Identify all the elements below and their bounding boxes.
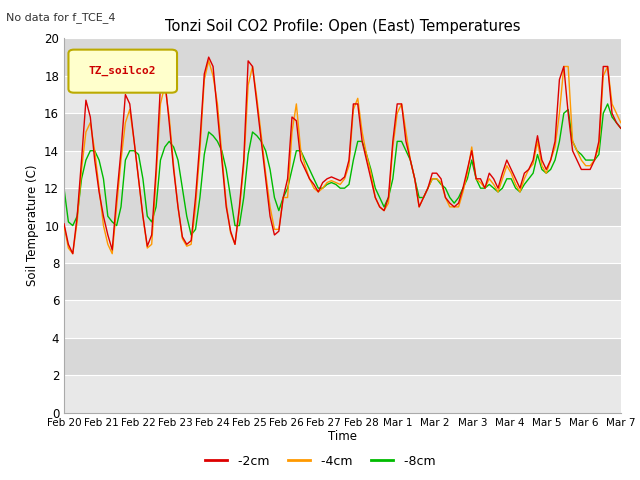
Text: No data for f_TCE_4: No data for f_TCE_4: [6, 12, 116, 23]
Legend:  -2cm,  -4cm,  -8cm: -2cm, -4cm, -8cm: [200, 450, 440, 473]
Bar: [64, 188, 621, 226]
Bar: [64, 151, 621, 188]
Bar: [64, 375, 621, 413]
Bar: [64, 38, 621, 76]
Text: TZ_soilco2: TZ_soilco2: [89, 66, 157, 76]
Bar: [64, 226, 621, 263]
Title: Tonzi Soil CO2 Profile: Open (East) Temperatures: Tonzi Soil CO2 Profile: Open (East) Temp…: [164, 20, 520, 35]
Y-axis label: Soil Temperature (C): Soil Temperature (C): [26, 165, 38, 287]
X-axis label: Time: Time: [328, 431, 357, 444]
Bar: [64, 338, 621, 375]
Bar: [64, 263, 621, 300]
FancyBboxPatch shape: [68, 49, 177, 93]
Bar: [64, 300, 621, 338]
Bar: [64, 113, 621, 151]
Bar: [64, 76, 621, 113]
